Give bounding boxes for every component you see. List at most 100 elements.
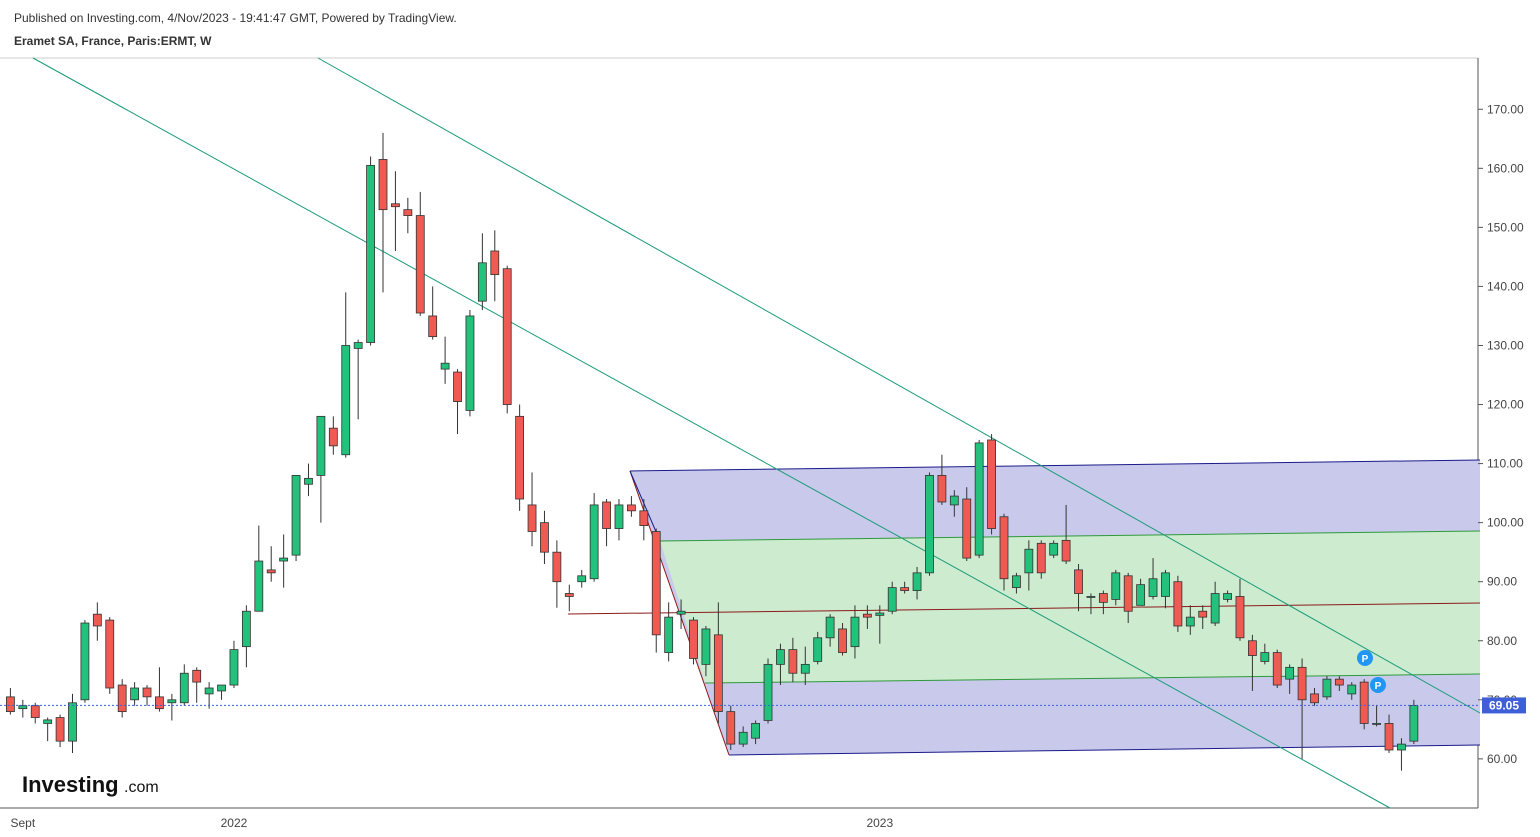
alert-badges: P P [1357, 650, 1386, 693]
y-tick-label: 160.00 [1487, 161, 1524, 175]
candle-body [92, 613, 102, 627]
y-tick-label: 60.00 [1487, 752, 1517, 766]
candle-body [925, 475, 934, 574]
candle-body [1036, 542, 1046, 574]
y-tick-label: 130.00 [1487, 338, 1524, 352]
candle-body [627, 504, 636, 512]
candle-body [1173, 581, 1183, 627]
last-price-label: 69.05 [1489, 698, 1519, 712]
candle-body [838, 628, 847, 653]
candle-body [353, 342, 363, 349]
candle-body [415, 215, 425, 314]
candle-body [55, 717, 65, 742]
candle-body [651, 531, 661, 636]
candle-body [6, 696, 15, 713]
candle-body [1049, 542, 1059, 556]
candle-body [552, 551, 562, 583]
candle-body [105, 619, 115, 689]
candle-body [217, 684, 226, 692]
y-tick-label: 80.00 [1487, 634, 1517, 648]
candle-body [1384, 723, 1394, 751]
candle-body [1061, 539, 1071, 562]
candle-body [1409, 705, 1419, 742]
candle-body [1161, 572, 1170, 597]
candle-body [1235, 596, 1245, 639]
candle-body [1123, 575, 1133, 612]
candle-body [800, 663, 810, 674]
candle-body [130, 687, 140, 701]
candle-body [515, 415, 525, 500]
candle-body [490, 250, 500, 276]
candle-body [987, 439, 996, 529]
trend-lines [32, 57, 1481, 809]
candle-body [713, 634, 723, 713]
last-price-box [1482, 697, 1526, 714]
candle-body [676, 610, 686, 615]
candle-body [937, 475, 947, 503]
candle-body [788, 649, 798, 674]
candle-body [962, 498, 972, 559]
candle-body [602, 501, 611, 529]
candle-body [80, 622, 90, 701]
candle-body [540, 522, 549, 553]
candle-body [391, 203, 400, 208]
candle-body [614, 504, 624, 529]
candle-body [825, 616, 835, 639]
symbol-title: Eramet SA, France, Paris:ERMT, W [14, 34, 212, 48]
candle-body [887, 587, 897, 612]
svg-text:P: P [1362, 654, 1369, 665]
y-tick-label: 140.00 [1487, 279, 1524, 293]
candle-body [1248, 640, 1257, 656]
candle-body [43, 719, 53, 724]
y-tick-label: 110.00 [1487, 457, 1523, 471]
candle-body [564, 593, 574, 597]
candle-body [241, 610, 251, 648]
candle-body [1024, 548, 1034, 574]
candle-body [589, 504, 599, 580]
x-tick-label: Sept [10, 816, 35, 830]
candle-body [68, 702, 77, 742]
candle-body [477, 262, 487, 302]
candle-body [974, 442, 984, 556]
candle-body [465, 315, 475, 411]
candle-body [689, 619, 698, 659]
candle-body [328, 427, 338, 447]
y-tick-label: 150.00 [1487, 220, 1524, 234]
candle-body [1074, 569, 1083, 594]
svg-text:P: P [1375, 681, 1382, 692]
candle-body [1372, 723, 1381, 725]
candle-body [1397, 743, 1406, 751]
candle-body [279, 557, 289, 562]
candle-body [378, 159, 388, 211]
candle-body [155, 696, 164, 710]
y-tick-label: 90.00 [1487, 575, 1517, 589]
published-note: Published on Investing.com, 4/Nov/2023 -… [14, 11, 457, 25]
candle-body [291, 475, 301, 556]
candle-body [1198, 610, 1208, 618]
logo-suffix: .com [124, 779, 159, 796]
candle-body [1322, 678, 1332, 698]
candle-body [738, 731, 748, 745]
candle-body [428, 315, 438, 338]
candle-body [254, 560, 264, 612]
candle-body [1136, 584, 1146, 606]
candle-body [167, 699, 177, 704]
candle-body [1359, 681, 1369, 724]
candle-body [900, 587, 910, 591]
candle-body [862, 613, 872, 618]
candle-body [776, 649, 785, 665]
candle-body [1012, 575, 1021, 589]
candle-body [366, 164, 375, 343]
candle-body [1086, 596, 1096, 598]
y-tick-label: 100.00 [1487, 516, 1524, 530]
candle-body [1185, 616, 1195, 627]
candle-body [527, 504, 537, 532]
candle-body [229, 649, 239, 686]
candle-body [751, 723, 760, 739]
logo-name: Investing [22, 772, 119, 797]
candle-body [266, 569, 276, 574]
candle-body [763, 663, 773, 721]
candle-body [316, 415, 326, 476]
candle-body [875, 612, 885, 616]
